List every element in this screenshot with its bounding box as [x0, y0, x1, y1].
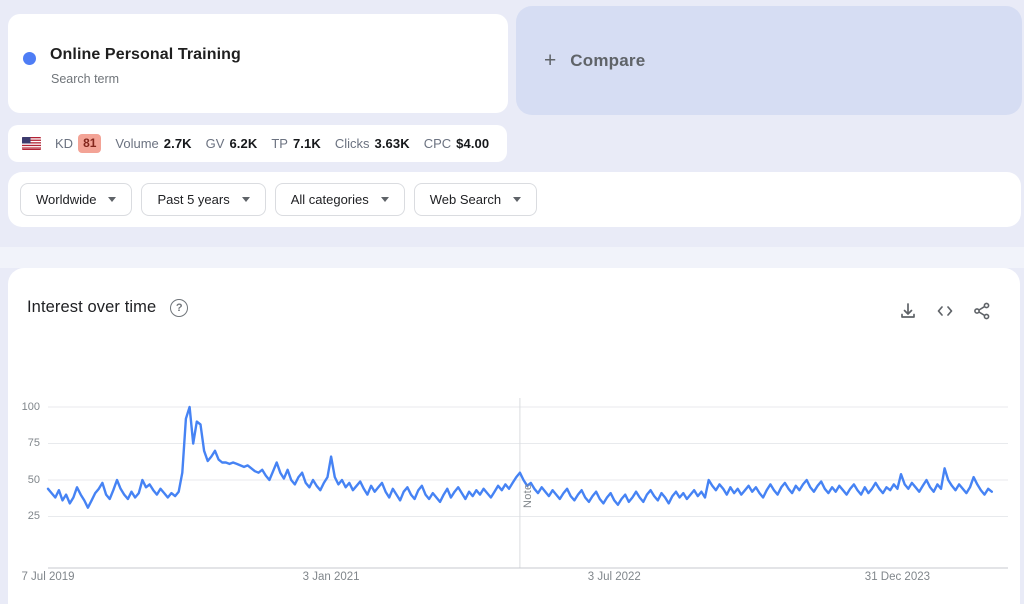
kd-value-badge: 81: [78, 134, 102, 153]
search-type-dropdown-label: Web Search: [429, 192, 502, 207]
cpc-metric: CPC $4.00: [424, 136, 490, 151]
chevron-down-icon: [241, 197, 250, 202]
volume-metric: Volume 2.7K: [115, 136, 191, 151]
search-term-title: Online Personal Training: [50, 46, 241, 63]
clicks-metric: Clicks 3.63K: [335, 136, 410, 151]
y-tick-75: 75: [27, 437, 40, 449]
kd-metric: KD 81: [55, 134, 102, 153]
time-range-dropdown-label: Past 5 years: [157, 192, 230, 207]
help-icon[interactable]: ?: [170, 298, 189, 317]
chart-title: Interest over time: [27, 298, 157, 316]
section-divider-band: [0, 247, 1024, 268]
search-term-card[interactable]: Online Personal Training Search term: [8, 14, 508, 113]
tp-label: TP: [271, 136, 288, 151]
region-dropdown[interactable]: Worldwide: [20, 183, 133, 216]
plus-icon: +: [544, 49, 557, 72]
us-flag-icon: [22, 137, 41, 150]
x-label-3: 31 Dec 2023: [864, 571, 931, 583]
share-icon[interactable]: [972, 301, 992, 321]
chevron-down-icon: [108, 197, 117, 202]
category-dropdown-label: All categories: [290, 192, 369, 207]
gv-value: 6.2K: [229, 136, 258, 151]
chevron-down-icon: [380, 197, 389, 202]
y-tick-100: 100: [21, 401, 40, 413]
cpc-label: CPC: [423, 136, 452, 151]
chevron-down-icon: [513, 197, 522, 202]
gv-label: GV: [205, 136, 225, 151]
x-label-0: 7 Jul 2019: [21, 571, 75, 583]
search-term-subtitle: Search term: [51, 72, 120, 86]
compare-label: Compare: [570, 50, 646, 70]
compare-add-button[interactable]: + Compare: [516, 6, 1022, 115]
filter-bar: Worldwide Past 5 years All categories We…: [8, 172, 1021, 227]
kd-label: KD: [55, 135, 74, 151]
cpc-value: $4.00: [456, 136, 490, 151]
region-dropdown-label: Worldwide: [36, 192, 97, 207]
volume-value: 2.7K: [163, 136, 192, 151]
gv-metric: GV 6.2K: [206, 136, 258, 151]
trend-series-line: [46, 405, 993, 509]
tp-metric: TP 7.1K: [271, 136, 321, 151]
x-label-2: 3 Jul 2022: [587, 571, 641, 583]
time-range-dropdown[interactable]: Past 5 years: [141, 183, 266, 216]
embed-icon[interactable]: [935, 301, 955, 321]
series-color-dot-icon: [23, 52, 36, 65]
volume-label: Volume: [115, 136, 159, 151]
tp-value: 7.1K: [292, 136, 321, 151]
note-marker-label: Note: [522, 483, 534, 508]
search-type-dropdown[interactable]: Web Search: [413, 183, 538, 216]
x-label-1: 3 Jan 2021: [302, 571, 360, 583]
download-icon[interactable]: [898, 301, 918, 321]
interest-over-time-card: Interest over time ? 100 75 50 25: [8, 268, 1020, 604]
trend-chart: [46, 398, 1008, 569]
clicks-value: 3.63K: [374, 136, 410, 151]
clicks-label: Clicks: [334, 136, 370, 151]
y-tick-25: 25: [27, 510, 40, 522]
category-dropdown[interactable]: All categories: [274, 183, 405, 216]
keyword-metrics-bar: KD 81 Volume 2.7K GV 6.2K TP 7.1K Clicks…: [8, 125, 507, 162]
y-tick-50: 50: [27, 474, 40, 486]
